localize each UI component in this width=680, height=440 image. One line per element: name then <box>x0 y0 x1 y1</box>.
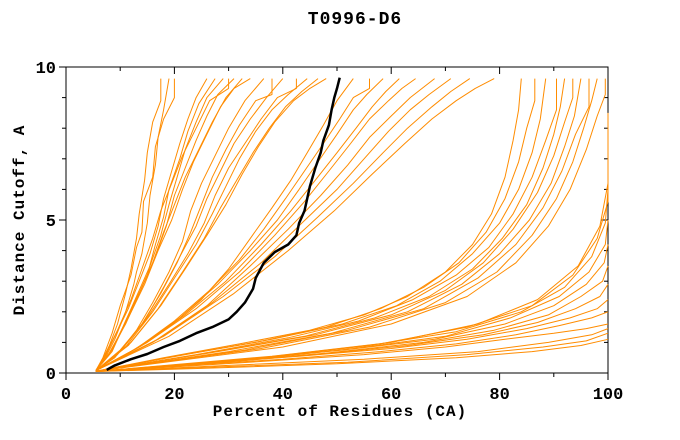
y-tick-label: 0 <box>46 366 56 385</box>
model-curve <box>95 78 384 372</box>
model-curve <box>95 78 251 371</box>
y-tick-label: 5 <box>46 213 56 232</box>
model-curve <box>95 219 609 372</box>
model-curve <box>95 78 235 371</box>
x-tick-label: 0 <box>61 386 71 405</box>
model-curve <box>95 78 547 372</box>
model-curve <box>95 78 265 372</box>
model-curve <box>95 338 609 372</box>
model-curve <box>95 78 162 371</box>
model-curve <box>95 78 354 372</box>
x-tick-label: 60 <box>381 386 401 405</box>
model-curve <box>95 78 471 372</box>
model-curve <box>95 323 609 372</box>
model-curve <box>95 78 370 372</box>
model-curve <box>95 78 574 372</box>
model-curve <box>95 328 609 372</box>
model-curve <box>95 78 606 372</box>
model-curve <box>95 78 297 371</box>
model-curve <box>95 78 416 372</box>
highlighted-model-curve <box>106 77 341 371</box>
model-curve <box>95 78 590 372</box>
x-tick-label: 20 <box>164 386 184 405</box>
chart-title: T0996-D6 <box>307 10 403 30</box>
x-tick-label: 100 <box>593 386 624 405</box>
y-tick-label: 10 <box>36 60 56 79</box>
model-curve <box>95 78 327 371</box>
model-curve <box>95 332 609 372</box>
model-curve <box>95 78 582 372</box>
model-curve <box>95 78 495 372</box>
model-curve <box>95 78 230 371</box>
model-curve <box>95 78 400 372</box>
model-curve <box>95 78 452 372</box>
model-curve <box>95 78 208 371</box>
model-curve <box>95 152 609 372</box>
x-tick-label: 80 <box>489 386 509 405</box>
model-curve <box>95 78 175 371</box>
model-curve <box>95 78 308 371</box>
x-axis-label: Percent of Residues (CA) <box>212 403 468 421</box>
model-curve <box>95 78 522 372</box>
x-tick-label: 40 <box>273 386 293 405</box>
model-curve <box>95 78 557 372</box>
model-curve <box>95 112 609 372</box>
model-curve <box>95 78 598 372</box>
